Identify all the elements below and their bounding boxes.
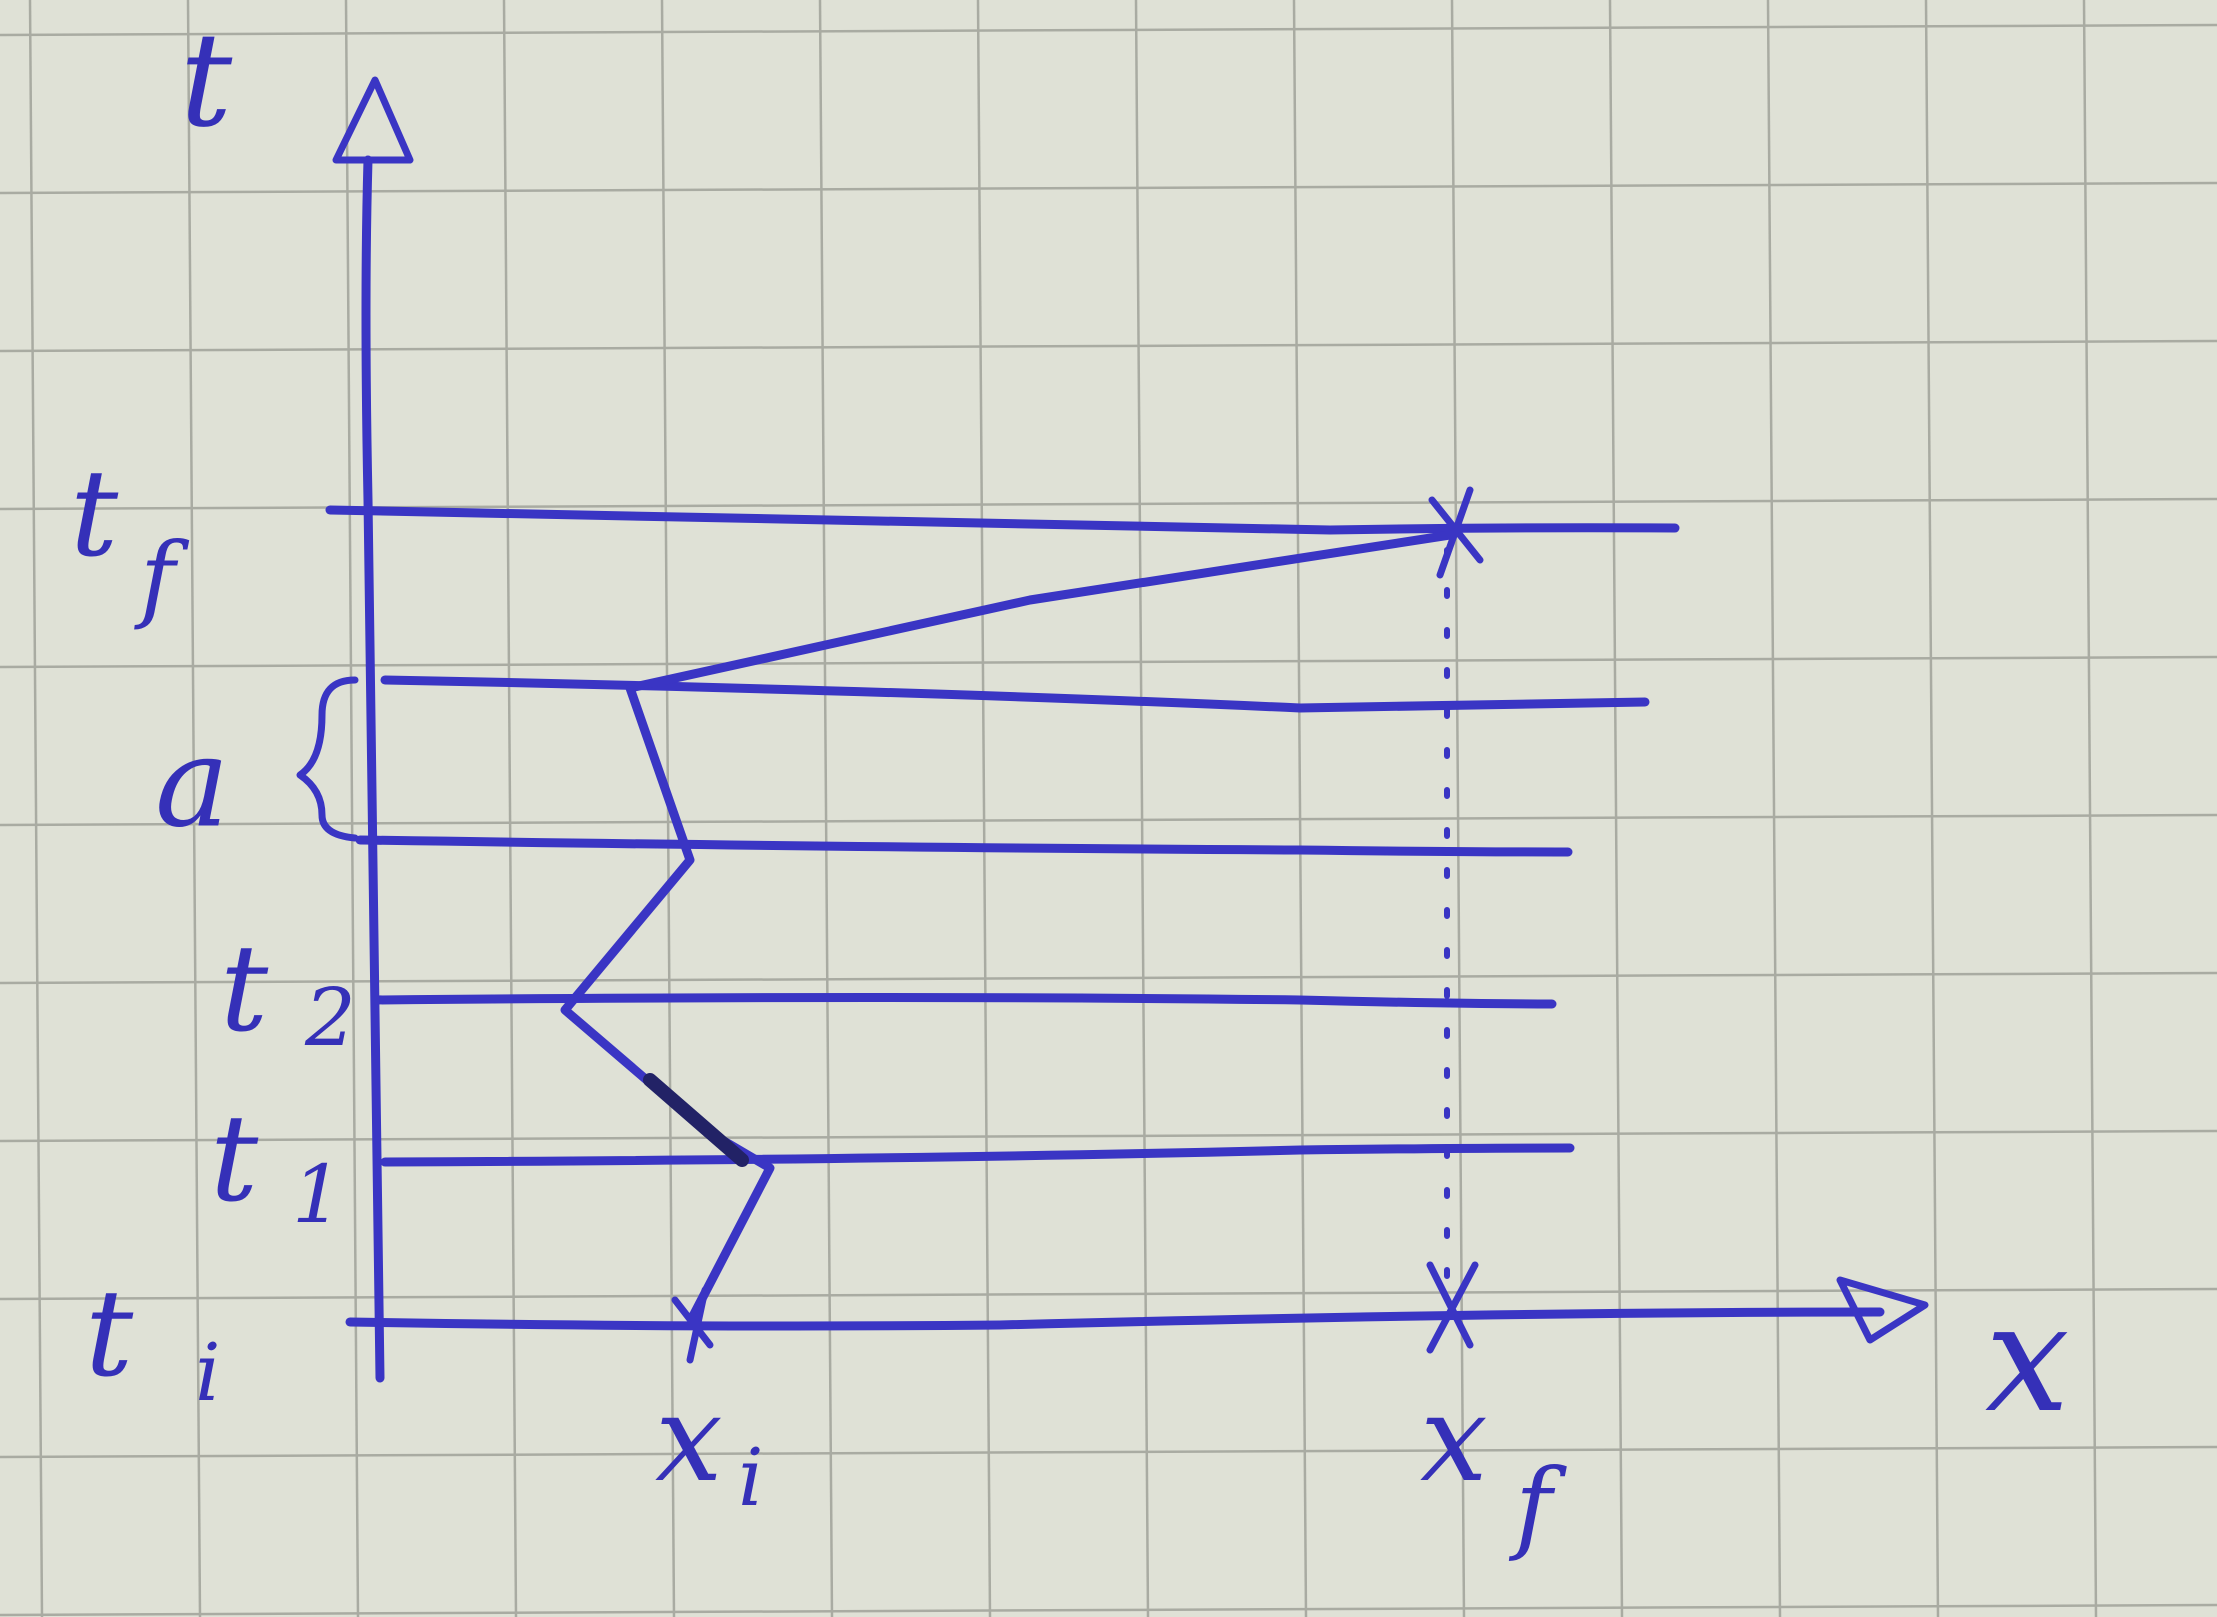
cross-x-f <box>1426 1261 1479 1354</box>
grid-line-vertical <box>186 0 202 1617</box>
axes <box>332 76 1929 1383</box>
x-i-label: x <box>655 1370 723 1509</box>
a-label: a <box>155 710 230 855</box>
grid-line-vertical <box>2082 0 2098 1617</box>
t-axis-arrowhead <box>332 76 414 164</box>
slice-t-f <box>325 505 1680 535</box>
t-i-subscript: i <box>195 1326 221 1419</box>
cross-t-f <box>1428 486 1484 579</box>
particle-path <box>560 530 1455 1323</box>
grid-line-horizontal <box>0 1445 2217 1459</box>
grid-line-vertical <box>1924 0 1940 1617</box>
grid-line-vertical <box>1450 0 1466 1617</box>
x-axis-arrowhead <box>1836 1276 1929 1344</box>
cross-x-i <box>671 1286 714 1364</box>
t-i-label: t <box>85 1265 134 1404</box>
grid-line-vertical <box>1766 0 1782 1617</box>
grid-line-vertical <box>818 0 834 1617</box>
slice-t-1 <box>380 1143 1575 1167</box>
grid-line-horizontal <box>0 1603 2217 1617</box>
t-axis-line <box>361 155 385 1383</box>
grid-line-vertical <box>1292 0 1308 1617</box>
x-axis-line <box>345 1307 1885 1331</box>
grid-line-horizontal <box>0 1129 2217 1143</box>
grid-line-vertical <box>1608 0 1624 1617</box>
grid-line-vertical <box>1134 0 1150 1617</box>
diagram-labels: t t f a t 2 t 1 t i x i x f x <box>70 4 2070 1564</box>
t-2-subscript: 2 <box>304 971 356 1064</box>
slice-middle <box>355 835 1573 857</box>
x-i-subscript: i <box>738 1431 764 1524</box>
grid-line-vertical <box>502 0 518 1617</box>
grid-line-horizontal <box>0 23 2217 37</box>
x-f-label: x <box>1420 1370 1488 1509</box>
endpoint-marks <box>671 486 1484 1364</box>
a-spacing-brace <box>296 676 359 842</box>
x-axis-label: x <box>1985 1272 2070 1446</box>
t-f-label: t <box>70 445 119 584</box>
t-2-label: t <box>220 920 269 1059</box>
grid-line-horizontal <box>0 971 2217 985</box>
grid-line-vertical <box>344 0 360 1617</box>
t-1-subscript: 1 <box>292 1148 343 1241</box>
ink-blot <box>643 1073 749 1167</box>
slice-t-2 <box>370 993 1557 1009</box>
grid-line-vertical <box>976 0 992 1617</box>
t-axis-label: t <box>180 4 233 156</box>
grid-line-vertical <box>28 0 44 1617</box>
t-1-label: t <box>210 1090 259 1229</box>
